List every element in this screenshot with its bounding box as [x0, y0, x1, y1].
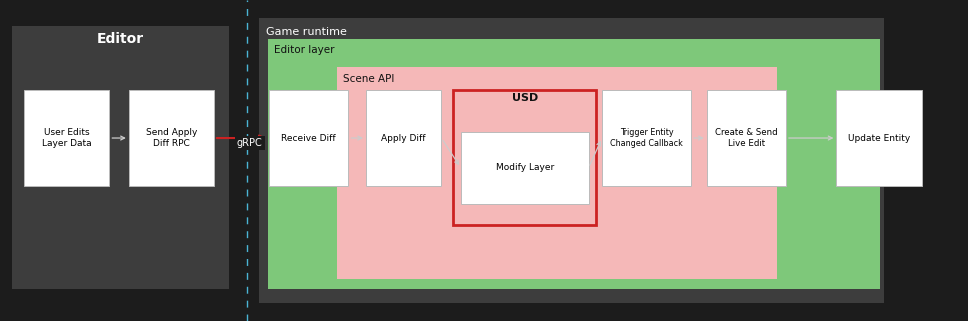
Text: Editor: Editor: [97, 31, 143, 46]
FancyBboxPatch shape: [259, 18, 884, 303]
FancyBboxPatch shape: [366, 90, 441, 186]
FancyBboxPatch shape: [836, 90, 922, 186]
FancyBboxPatch shape: [461, 132, 589, 204]
FancyBboxPatch shape: [269, 90, 348, 186]
Text: Trigger Entity
Changed Callback: Trigger Entity Changed Callback: [610, 128, 683, 148]
FancyBboxPatch shape: [602, 90, 691, 186]
Text: Create & Send
Live Edit: Create & Send Live Edit: [715, 128, 777, 148]
Text: User Edits
Layer Data: User Edits Layer Data: [42, 128, 92, 148]
Text: Receive Diff: Receive Diff: [282, 134, 336, 143]
Text: Scene API: Scene API: [343, 74, 394, 84]
FancyBboxPatch shape: [337, 67, 777, 279]
FancyBboxPatch shape: [24, 90, 109, 186]
FancyBboxPatch shape: [453, 90, 596, 225]
Text: Modify Layer: Modify Layer: [496, 163, 554, 172]
Text: Game runtime: Game runtime: [266, 27, 348, 37]
Text: Send Apply
Diff RPC: Send Apply Diff RPC: [145, 128, 197, 148]
Text: USD: USD: [511, 93, 538, 103]
FancyBboxPatch shape: [12, 26, 229, 289]
Text: Apply Diff: Apply Diff: [381, 134, 426, 143]
FancyBboxPatch shape: [129, 90, 214, 186]
Text: Update Entity: Update Entity: [848, 134, 910, 143]
Text: Editor layer: Editor layer: [274, 45, 335, 55]
Text: gRPC: gRPC: [237, 138, 262, 148]
FancyBboxPatch shape: [707, 90, 786, 186]
FancyBboxPatch shape: [268, 39, 880, 289]
